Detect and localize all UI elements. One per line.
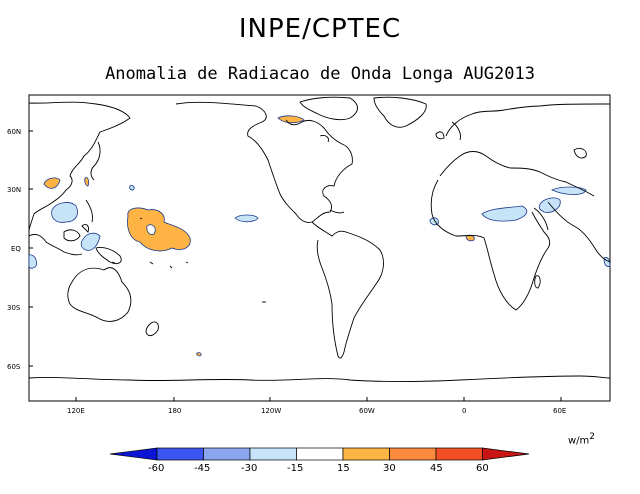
lon-label-60w: 60W: [359, 407, 375, 415]
japan-positive-anomaly: [43, 177, 61, 189]
colorbar-segment-3: [249, 447, 297, 461]
eurasia-north-coast: [445, 103, 610, 137]
lon-label-60e: 60E: [553, 407, 566, 415]
kamchatka-coast: [90, 141, 101, 181]
british-isles-coast: [435, 131, 445, 140]
map-subtitle: Anomalia de Radiacao de Onda Longa AUG20…: [105, 64, 535, 84]
colorbar-segment-6: [389, 447, 437, 461]
colorbar-label-30: 30: [383, 463, 396, 474]
colorbar-segment-0: [109, 447, 158, 461]
south-pacific-positive-anomaly: [196, 352, 202, 357]
lat-label-eq: EQ: [11, 245, 21, 253]
lon-label-120e: 120E: [67, 407, 85, 415]
lat-label-30s: 30S: [7, 304, 21, 312]
indian-ocean-negative-anomaly: [28, 254, 37, 269]
colorbar-label-60: 60: [476, 463, 489, 474]
unit-text: w/m: [568, 435, 590, 447]
colorbar-unit: w/m2: [568, 432, 595, 446]
lat-ticks: [29, 130, 562, 401]
mediterranean-coast: [439, 151, 595, 197]
caribbean-coast: [329, 209, 345, 214]
page-title: INPE/CPTEC: [238, 14, 402, 44]
africa-coast: [430, 179, 551, 311]
colorbar-segment-7: [435, 447, 483, 461]
canadian-arctic-coast: [299, 96, 358, 121]
antarctica-coast: [28, 375, 611, 382]
pacific-islands: [111, 217, 266, 303]
asia-coast: [28, 101, 131, 231]
new-guinea-coast: [95, 247, 122, 265]
south-america-coast: [311, 221, 384, 359]
hudson-bay-coast: [319, 135, 329, 143]
north-america-coast: [175, 101, 353, 223]
maritime-negative-anomaly: [80, 232, 101, 251]
pacific-small-negative-anomaly: [129, 185, 135, 191]
lon-label-120w: 120W: [261, 407, 281, 415]
colorbar-label-m45: -45: [194, 463, 210, 474]
colorbar-label-m15: -15: [287, 463, 303, 474]
colorbar-label-15: 15: [337, 463, 350, 474]
anomaly-hole: [146, 224, 156, 235]
colorbar-label-45: 45: [430, 463, 443, 474]
philippines-coast: [85, 199, 93, 223]
caspian-coast: [573, 147, 587, 159]
colorbar-segment-1: [156, 447, 204, 461]
sulawesi-coast: [81, 223, 89, 233]
coastlines: [28, 96, 611, 382]
middle-east-negative-anomaly: [551, 186, 587, 195]
madagascar-coast: [534, 275, 541, 289]
colorbar-segment-4: [296, 447, 344, 461]
east-pacific-negative-anomaly: [234, 214, 259, 223]
lat-label-60n: 60N: [7, 128, 21, 136]
philippines-negative-anomaly: [51, 202, 78, 223]
colorbar-label-m30: -30: [241, 463, 257, 474]
lon-label-180: 180: [168, 407, 181, 415]
red-sea-coast: [533, 207, 549, 231]
sahel-negative-anomaly: [481, 205, 528, 222]
central-pacific-positive-anomaly: [127, 207, 191, 252]
colorbar-segment-5: [342, 447, 390, 461]
china-positive-anomaly: [84, 177, 90, 187]
arabia-india-coast: [547, 201, 611, 263]
australia-coast: [67, 267, 132, 322]
colorbar-label-m60: -60: [148, 463, 164, 474]
new-zealand-coast: [145, 321, 159, 337]
sumatra-coast: [28, 233, 83, 256]
arabia-negative-anomaly: [538, 197, 561, 213]
arctic-positive-anomaly: [277, 115, 305, 124]
scandinavia-coast: [451, 121, 461, 141]
lon-label-0: 0: [462, 407, 466, 415]
lat-label-30n: 30N: [7, 186, 21, 194]
colorbar: [109, 447, 530, 461]
greenland-coast: [373, 96, 427, 128]
unit-exponent: 2: [589, 432, 596, 442]
colorbar-segment-8: [482, 447, 530, 461]
borneo-coast: [63, 229, 81, 242]
colorbar-segment-2: [203, 447, 251, 461]
anomaly-regions: [28, 115, 611, 357]
map-frame: [28, 94, 611, 402]
lat-label-60s: 60S: [7, 363, 21, 371]
